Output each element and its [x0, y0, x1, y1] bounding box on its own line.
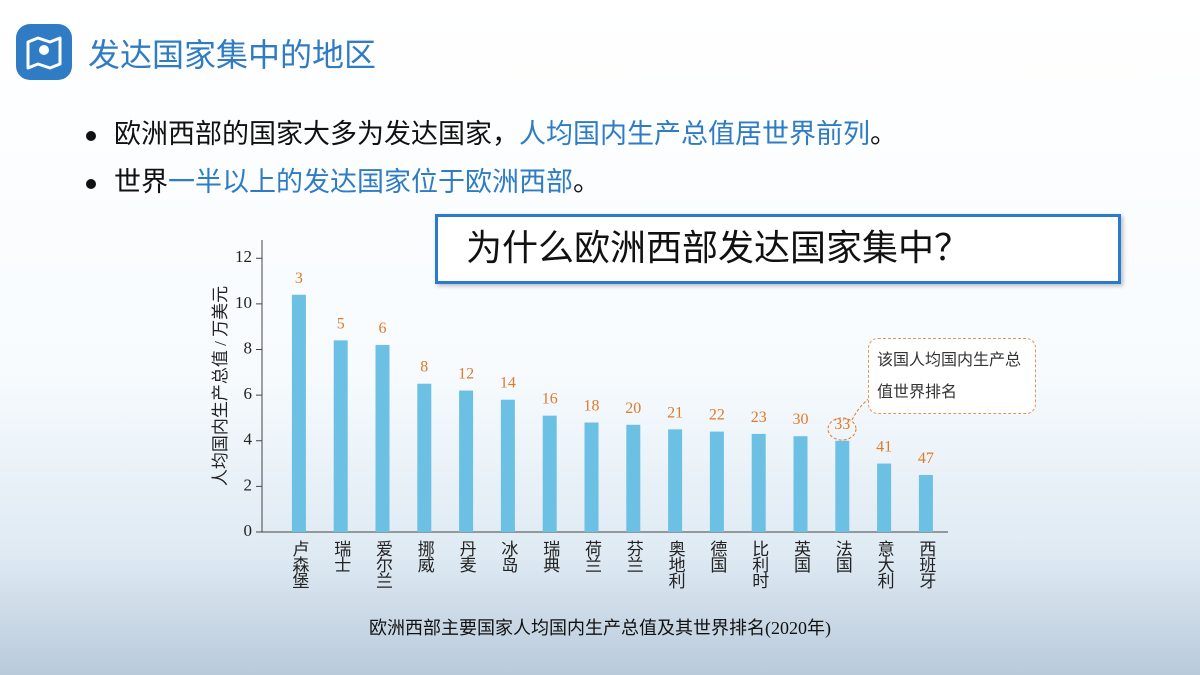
x-tick-label: 德国 [707, 540, 727, 573]
bar [668, 429, 683, 532]
bar [877, 463, 892, 532]
x-tick-label: 卢森堡 [289, 540, 309, 589]
rank-label: 6 [379, 320, 387, 337]
bullet-text: 人均国内生产总值居世界前列 [519, 119, 870, 150]
bar [542, 415, 557, 532]
x-tick-label: 瑞典 [540, 540, 560, 573]
rank-label: 47 [918, 450, 934, 467]
y-tick-label: 4 [244, 430, 253, 449]
y-tick-label: 0 [244, 521, 253, 540]
annotation: 该国人均国内生产总值世界排名 [868, 338, 1036, 414]
x-tick-label: 丹麦 [457, 540, 477, 573]
x-tick-label: 瑞士 [331, 540, 351, 572]
x-tick-label: 芬兰 [624, 540, 644, 572]
bar [751, 433, 766, 532]
x-tick-label: 爱尔兰 [373, 540, 393, 588]
bullet: 世界一半以上的发达国家位于欧洲西部。 [86, 160, 600, 199]
x-tick-label: 冰岛 [498, 540, 518, 574]
bar [417, 383, 432, 532]
bar [500, 399, 515, 532]
question-box: 为什么欧洲西部发达国家集中？ [435, 214, 1121, 284]
x-tick-label: 比利时 [749, 540, 769, 589]
bar [835, 440, 850, 532]
bar [584, 422, 599, 532]
rank-label: 41 [876, 439, 892, 456]
bar [626, 424, 641, 532]
bar [709, 431, 724, 532]
rank-label: 16 [542, 391, 558, 408]
x-tick-label: 荷兰 [582, 540, 602, 572]
rank-label: 12 [458, 366, 474, 383]
rank-label: 33 [834, 416, 850, 433]
rank-label: 22 [709, 407, 725, 424]
rank-label: 14 [500, 375, 516, 392]
bullet-text: 世界 [114, 167, 168, 198]
x-tick-label: 意大利 [875, 540, 895, 589]
bar [291, 294, 306, 532]
y-tick-label: 2 [244, 475, 253, 494]
bullet: 欧洲西部的国家大多为发达国家，人均国内生产总值居世界前列。 [86, 112, 897, 151]
rank-label: 21 [667, 404, 683, 421]
title: 发达国家集中的地区 [88, 36, 377, 74]
title-icon [16, 24, 72, 80]
y-tick-label: 10 [235, 293, 252, 312]
bullet-text: 。 [573, 167, 600, 198]
bar [333, 340, 348, 532]
bar [459, 390, 474, 532]
rank-label: 8 [420, 359, 428, 376]
y-tick-label: 12 [235, 247, 252, 266]
rank-label: 20 [625, 400, 641, 417]
x-tick-label: 挪威 [415, 540, 435, 574]
chart-caption: 欧洲西部主要国家人均国内生产总值及其世界排名(2020年) [369, 618, 831, 639]
x-tick-label: 英国 [791, 540, 811, 573]
rank-label: 30 [793, 411, 809, 428]
highlight-circle [827, 417, 857, 441]
bullet-text: 。 [870, 119, 897, 150]
rank-label: 3 [295, 270, 303, 287]
rank-label: 23 [751, 409, 767, 426]
x-tick-label: 西班牙 [916, 540, 936, 590]
rank-label: 18 [584, 398, 600, 415]
y-axis-label: 人均国内生产总值 / 万美元 [211, 286, 230, 486]
bullet-text: 欧洲西部的国家大多为发达国家， [114, 119, 519, 150]
rank-label: 5 [337, 315, 345, 332]
y-tick-label: 6 [244, 384, 253, 403]
bar [375, 344, 390, 532]
bar [918, 474, 933, 532]
bar [793, 436, 808, 532]
x-tick-label: 法国 [833, 540, 853, 573]
x-tick-label: 奥地利 [666, 540, 686, 589]
bullet-text: 一半以上的发达国家位于欧洲西部 [168, 167, 573, 198]
y-tick-label: 8 [244, 338, 253, 357]
